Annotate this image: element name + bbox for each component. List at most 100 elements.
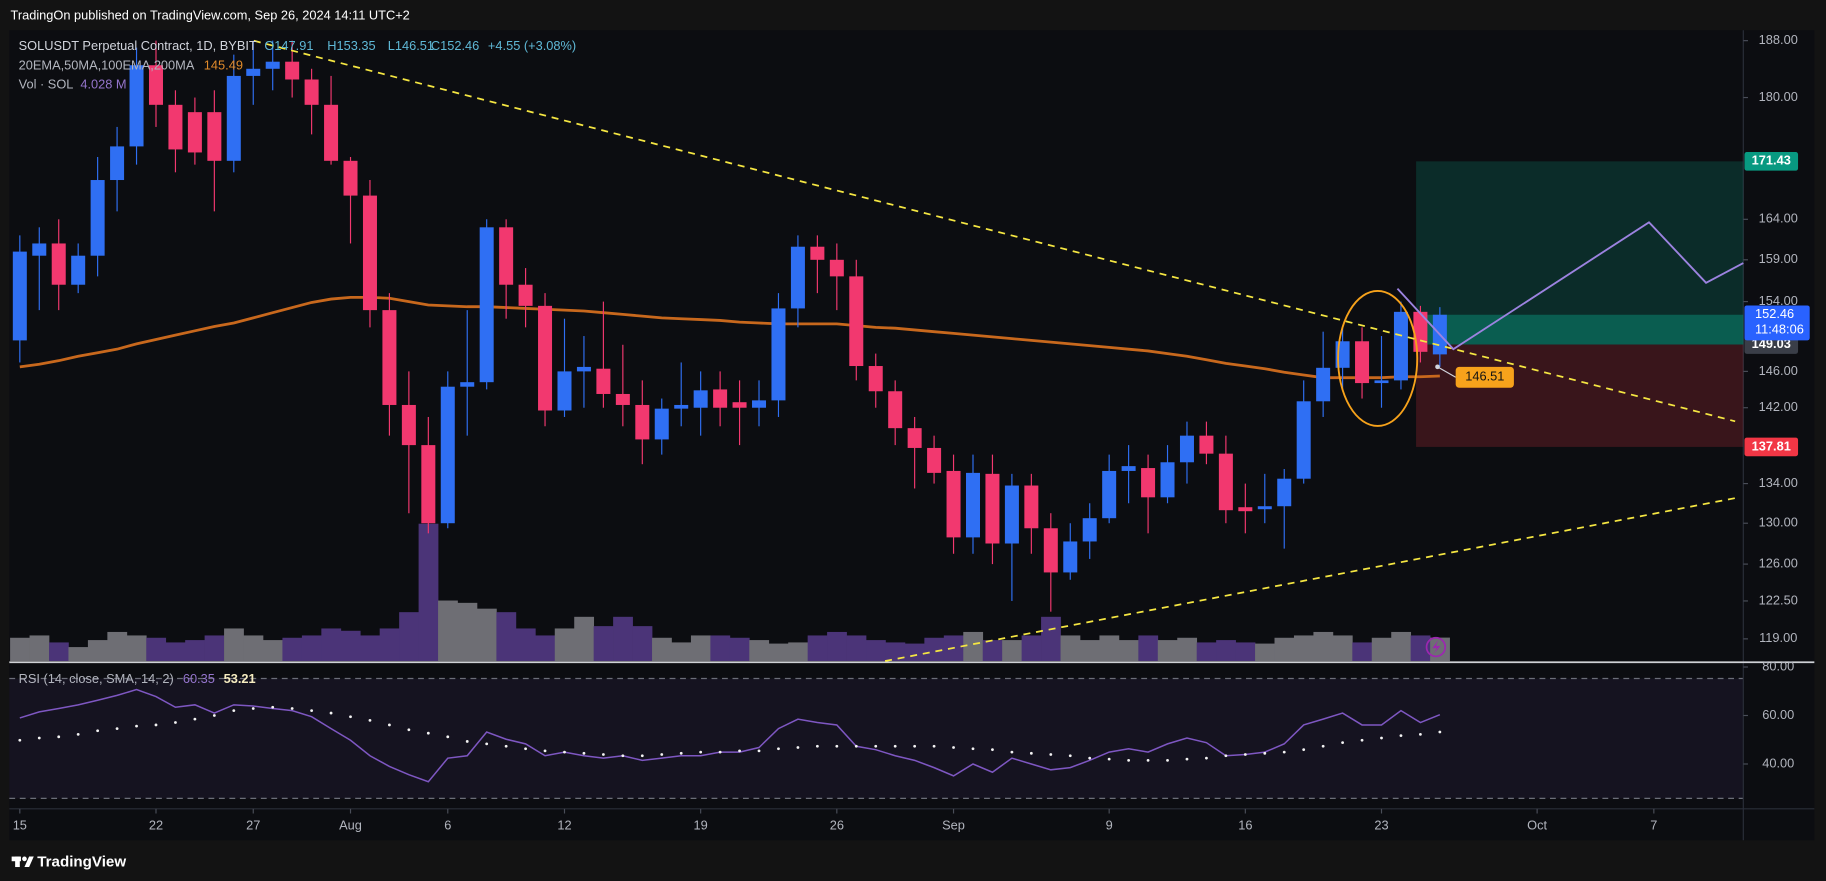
- candle-body: [1374, 380, 1389, 384]
- x-tick-label: 27: [246, 818, 260, 833]
- rsi-sma-dot: [349, 715, 352, 719]
- candle-body: [1024, 485, 1039, 529]
- volume-bar: [68, 647, 89, 662]
- rsi-sma-dot: [932, 744, 936, 748]
- candle-body: [285, 61, 300, 80]
- volume-bar: [593, 626, 614, 662]
- rsi-sma-dot: [329, 711, 333, 715]
- ohlc-low: L146.51: [388, 38, 434, 53]
- price-tag-label: 146.51: [1465, 369, 1504, 384]
- volume-bar: [29, 635, 50, 662]
- candle-body: [304, 79, 319, 105]
- candle-body: [946, 470, 961, 538]
- candle-body: [635, 404, 650, 440]
- candle-body: [927, 447, 942, 473]
- rsi-sma-dot: [251, 707, 255, 710]
- y-tick-label: 126.00: [1759, 555, 1798, 570]
- rsi-sma-dot: [1321, 744, 1325, 748]
- candle-body: [790, 246, 805, 309]
- background-layer: [10, 161, 1744, 662]
- rsi-sma-dot: [563, 750, 566, 754]
- candle-body: [907, 428, 922, 448]
- candle-body: [499, 227, 514, 285]
- volume-bar: [48, 642, 69, 662]
- candle-body: [90, 180, 105, 256]
- volume-bar: [418, 523, 439, 662]
- candle-body: [1082, 518, 1097, 542]
- volume-bar: [496, 612, 517, 662]
- publish-note: TradingOn published on TradingView.com, …: [10, 8, 409, 23]
- y-tick-label: 188.00: [1759, 32, 1798, 47]
- candle-body: [985, 473, 1000, 544]
- rsi-sma-dot: [388, 723, 391, 727]
- candle-body: [674, 404, 689, 409]
- candle-body: [713, 389, 728, 408]
- volume-value: 4.028 M: [80, 76, 126, 91]
- volume-bar: [1235, 642, 1256, 662]
- candle-body: [888, 391, 903, 429]
- candle-body: [1179, 435, 1194, 463]
- volume-bar: [1293, 635, 1314, 662]
- volume-bar: [1002, 640, 1022, 662]
- rsi-sma-dot: [621, 754, 625, 758]
- volume-bar: [438, 600, 458, 662]
- footer-brand: TradingView: [37, 853, 126, 870]
- rsi-sma-dot: [582, 751, 586, 755]
- trend-line: [884, 497, 1736, 662]
- candle-body: [401, 404, 416, 446]
- y-tick-label: 142.00: [1759, 399, 1798, 414]
- rsi-sma-dot: [1029, 751, 1033, 755]
- volume-bar: [1255, 643, 1275, 662]
- volume-bar: [749, 640, 770, 662]
- rsi-sma-dot: [232, 709, 236, 713]
- candle-body: [71, 255, 86, 285]
- y-tick-label: 164.00: [1759, 211, 1798, 226]
- tag-anchor: [1435, 364, 1440, 370]
- volume-bar: [146, 637, 167, 662]
- volume-bar: [1138, 635, 1159, 662]
- candle-body: [460, 382, 475, 387]
- rsi-sma-dot: [115, 727, 119, 730]
- rsi-sma-dot: [1205, 756, 1208, 760]
- ohlc-close: C152.46: [431, 38, 479, 53]
- candle-body: [32, 243, 47, 256]
- volume-bar: [1157, 640, 1178, 662]
- price-pane: [9, 30, 1744, 662]
- candle-body: [1121, 466, 1136, 471]
- rsi-sma-dot: [738, 749, 741, 753]
- x-tick-label: 23: [1374, 818, 1388, 833]
- alert-icon[interactable]: [1425, 636, 1447, 658]
- price-tag: [1455, 366, 1514, 388]
- volume-bar: [866, 640, 886, 662]
- rsi-sma-dot: [1185, 757, 1189, 761]
- volume-bar: [632, 626, 653, 662]
- x-tick-label: 15: [13, 818, 27, 833]
- volume-bar: [963, 631, 984, 662]
- volume-bar: [827, 631, 847, 662]
- candle-body: [1238, 507, 1253, 512]
- volume-bar: [515, 628, 536, 662]
- candle-body: [538, 305, 553, 411]
- volume-bar: [204, 635, 225, 662]
- moving-average: [19, 295, 1440, 380]
- rsi-sma-dot: [407, 728, 411, 732]
- rsi-sma-dot: [1107, 757, 1111, 761]
- candle-body: [479, 227, 494, 383]
- legend: SOLUSDT Perpetual Contract, 1D, BYBIT O1…: [19, 38, 577, 686]
- rsi-sma-dot: [640, 754, 644, 758]
- data-layer: 188.00 180.00 164.00 159.00 154.00 146.00 142.…: [13, 32, 1810, 833]
- ma-value: 145.49: [204, 58, 243, 73]
- volume-bar: [1041, 616, 1061, 662]
- candle-body: [129, 65, 144, 147]
- y-tick-label: 159.00: [1759, 251, 1798, 266]
- volume-bar: [846, 635, 867, 662]
- volume-bar: [807, 635, 828, 662]
- rsi-sma-dot: [18, 738, 22, 742]
- rsi-sma-dot: [1302, 748, 1306, 752]
- candle-body: [265, 61, 280, 69]
- candle-body: [518, 284, 533, 306]
- volume-bar: [729, 637, 750, 662]
- candle-body: [324, 104, 339, 161]
